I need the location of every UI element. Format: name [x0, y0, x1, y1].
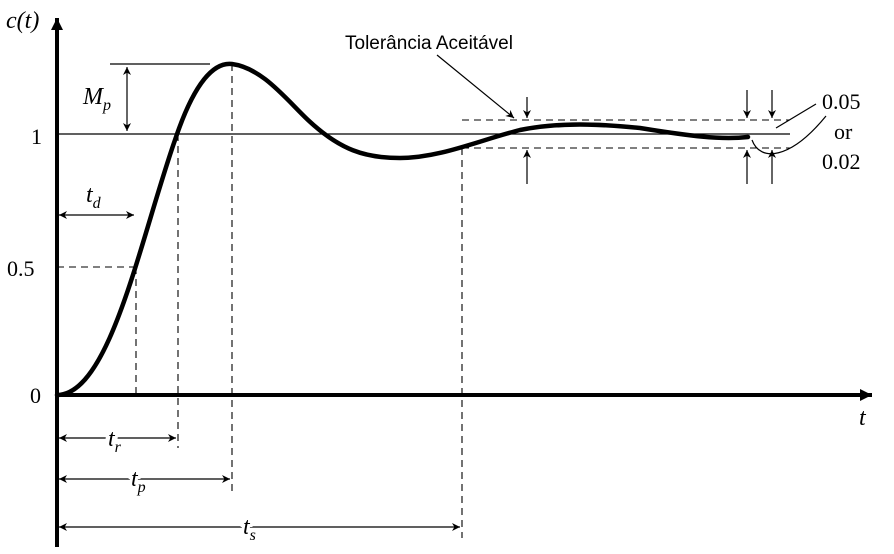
leader-0-05 — [775, 103, 817, 129]
response-curve — [54, 61, 751, 398]
band-label-or: or — [834, 119, 853, 144]
y-tick-one: 1 — [31, 124, 42, 149]
tr-label: tr — [108, 426, 122, 456]
ts-label: ts — [243, 514, 256, 544]
td-label: td — [86, 182, 102, 212]
x-axis-label: t — [859, 405, 867, 431]
mp-label: Mp — [82, 84, 111, 114]
tolerance-label: Tolerância Aceitável — [345, 33, 513, 54]
band-label-0-02: 0.02 — [822, 149, 861, 174]
y-tick-half: 0.5 — [7, 256, 35, 281]
tp-label: tp — [131, 466, 146, 496]
band-label-0-05: 0.05 — [822, 89, 861, 114]
y-axis-label: c(t) — [6, 8, 39, 34]
leader-0-02 — [751, 115, 827, 155]
tolerance-pointer — [436, 54, 515, 119]
y-tick-zero: 0 — [30, 383, 41, 408]
